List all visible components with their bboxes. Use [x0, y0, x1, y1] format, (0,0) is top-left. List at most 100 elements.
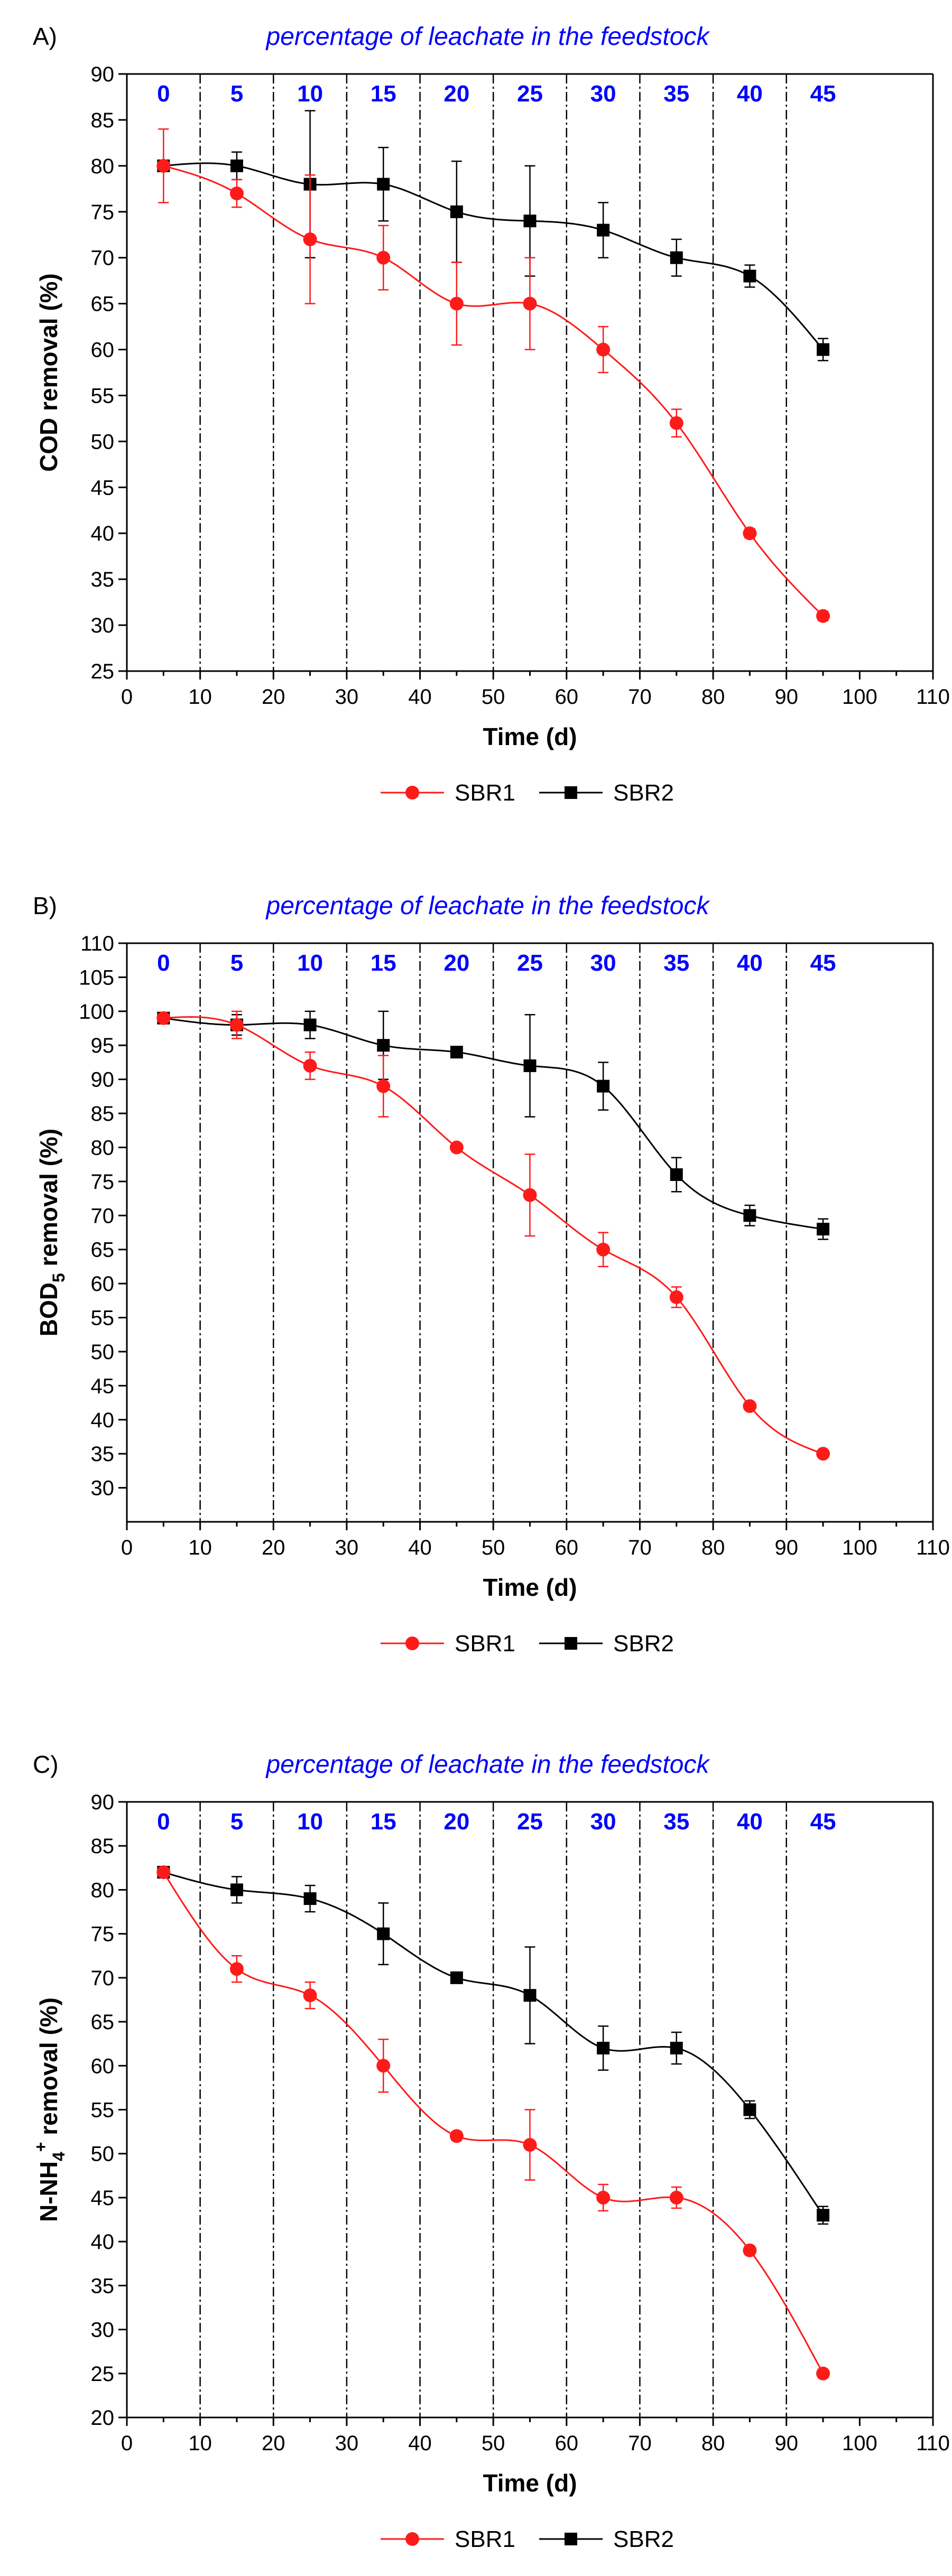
data-point [377, 1927, 390, 1940]
data-point [156, 1865, 171, 1880]
x-tick-label: 10 [188, 685, 212, 709]
series-line [163, 1871, 824, 2216]
x-axis-title: Time (d) [483, 723, 577, 750]
percentage-label: 5 [230, 950, 243, 976]
x-tick-label: 60 [555, 1536, 579, 1559]
percentage-label: 20 [443, 81, 469, 107]
percentage-label: 15 [371, 81, 396, 107]
percentage-label: 45 [810, 950, 836, 976]
data-point [670, 1168, 683, 1181]
percentage-label: 5 [230, 1809, 243, 1835]
x-tick-label: 90 [774, 2432, 798, 2455]
data-point [303, 1058, 317, 1073]
data-point [817, 343, 830, 356]
data-point [303, 232, 317, 246]
data-point [229, 1962, 244, 1976]
y-tick-label: 55 [91, 2099, 115, 2122]
x-tick-label: 90 [774, 1536, 798, 1559]
y-tick-label: 50 [91, 1341, 115, 1364]
data-point [449, 1140, 464, 1155]
data-point [596, 342, 611, 357]
data-point [523, 1059, 537, 1072]
y-tick-label: 85 [91, 109, 115, 132]
series-sbr1 [156, 128, 830, 623]
cod-removal-chart: A) percentage of leachate in the feedstoc… [33, 23, 950, 806]
percentage-label: 45 [810, 81, 836, 107]
percentage-label: 20 [443, 950, 469, 976]
percentage-label: 10 [297, 950, 323, 976]
panel-label: A) [33, 23, 57, 50]
data-point [523, 296, 537, 311]
x-axis-title: Time (d) [483, 1574, 577, 1601]
series-line [163, 162, 824, 350]
percentage-label: 15 [371, 950, 396, 976]
percentage-label: 25 [517, 950, 543, 976]
x-tick-label: 60 [555, 685, 579, 709]
legend-label-sbr1: SBR1 [455, 1631, 515, 1657]
data-point [377, 1039, 390, 1052]
x-tick-label: 20 [262, 685, 285, 709]
x-tick-label: 0 [121, 2432, 133, 2455]
y-tick-label: 35 [91, 568, 115, 591]
legend-marker-sbr1 [405, 2532, 419, 2546]
y-tick-label: 85 [91, 1835, 115, 1858]
x-tick-label: 110 [916, 1536, 950, 1559]
series-line [163, 1017, 824, 1230]
y-tick-label: 70 [91, 1204, 115, 1227]
y-tick-label: 30 [91, 1477, 115, 1500]
y-tick-label: 80 [91, 1878, 115, 1902]
x-tick-label: 40 [408, 2432, 432, 2455]
data-point [449, 296, 464, 311]
x-tick-label: 70 [628, 685, 652, 709]
legend: SBR1 SBR2 [381, 2526, 674, 2552]
x-tick-label: 20 [262, 2432, 285, 2455]
y-axis-title-rest: removal (%) [35, 1997, 62, 2142]
data-point [303, 1018, 317, 1031]
data-point [816, 2366, 830, 2380]
y-tick-label: 40 [91, 522, 115, 545]
y-tick-label: 35 [91, 1443, 115, 1466]
data-point [229, 187, 244, 200]
data-point [523, 1188, 537, 1202]
y-axis-title: COD removal (%) [35, 273, 62, 472]
y-tick-label: 20 [91, 2406, 115, 2430]
data-point [669, 1290, 683, 1304]
chart-panel-b: B) percentage of leachate in the feedstoc… [0, 859, 952, 1717]
x-tick-label: 30 [335, 685, 359, 709]
y-tick-label: 75 [91, 1923, 115, 1946]
y-axis-title-rest: removal (%) [35, 1129, 62, 1273]
data-point [156, 1011, 171, 1025]
data-point [743, 269, 756, 283]
percentage-label: 0 [157, 950, 170, 976]
y-tick-label: 80 [91, 155, 115, 178]
y-axis-title-main: COD removal (%) [35, 273, 62, 472]
series-sbr1 [156, 1010, 830, 1461]
x-tick-label: 30 [335, 1536, 359, 1559]
data-point [670, 2042, 683, 2054]
x-tick-label: 90 [774, 685, 798, 709]
x-tick-label: 100 [842, 2432, 877, 2455]
data-point [156, 159, 171, 173]
y-axis-title: BOD5 removal (%) [35, 1129, 68, 1337]
x-tick-label: 20 [262, 1536, 285, 1559]
data-point [670, 251, 683, 264]
chart-panel-c: C) percentage of leachate in the feedstoc… [0, 1717, 952, 2576]
x-tick-label: 80 [701, 1536, 725, 1559]
y-tick-label: 90 [91, 1791, 115, 1814]
percentage-label: 20 [443, 1809, 469, 1835]
panel-label: C) [33, 1751, 59, 1778]
data-point [669, 416, 683, 430]
series-line [163, 1016, 824, 1455]
x-tick-label: 80 [701, 685, 725, 709]
x-axis-title: Time (d) [483, 2469, 577, 2497]
chart-panel-a: A) percentage of leachate in the feedstoc… [0, 0, 952, 859]
x-tick-label: 50 [482, 1536, 505, 1559]
y-tick-label: 55 [91, 1307, 115, 1330]
legend-label-sbr1: SBR1 [455, 2526, 515, 2552]
data-point [597, 1080, 610, 1093]
y-tick-label: 70 [91, 247, 115, 270]
x-tick-label: 10 [188, 1536, 212, 1559]
y-axis-title-subscript: 5 [49, 1273, 68, 1282]
y-tick-label: 65 [91, 1239, 115, 1262]
legend-marker-sbr1 [405, 786, 419, 799]
